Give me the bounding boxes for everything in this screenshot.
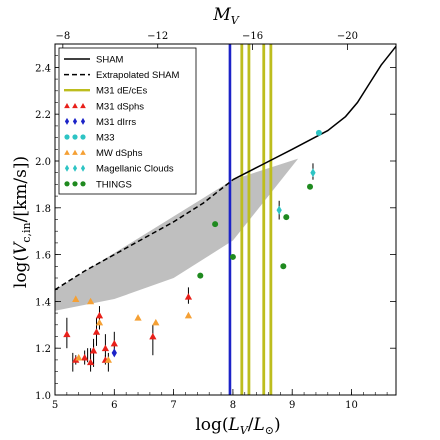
mw-dsphs-point: [184, 311, 193, 319]
m31-dsphs-point: [86, 358, 95, 366]
x-tick-label: 5: [52, 400, 58, 411]
legend-swatch-m31-dirrs: [72, 117, 78, 125]
m31-dsphs-point: [110, 339, 118, 347]
legend-swatch-magellanic-clouds: [72, 164, 78, 172]
m31-dsphs-point: [101, 344, 110, 352]
magellanic-clouds-point: [310, 168, 316, 178]
legend-label-m31-de-ces: M31 dE/cEs: [96, 86, 147, 97]
legend-swatch-magellanic-clouds: [64, 164, 70, 172]
legend-label-m31-dirrs: M31 dIrrs: [96, 117, 136, 128]
legend-label-extrapolated-sham: Extrapolated SHAM: [96, 70, 180, 81]
legend-swatch-m31-dsphs: [80, 102, 86, 109]
mw-dsphs-point: [104, 356, 113, 363]
y-axis-title: log(Vc,in/[km/s]): [11, 156, 33, 288]
y-tick-label: 2.0: [35, 157, 51, 168]
y-tick-label: 2.2: [35, 110, 51, 121]
legend-swatch-m31-dsphs: [72, 102, 78, 109]
m31-dirrs-point: [111, 348, 117, 358]
legend-swatch-things: [64, 181, 70, 187]
mw-dsphs-point: [95, 318, 104, 326]
x-tick-label: 6: [111, 400, 117, 411]
things-point: [197, 272, 204, 279]
x-tick-label: 10: [345, 400, 358, 411]
top-axis-title: MV: [212, 5, 239, 27]
top-tick-label: −16: [242, 31, 263, 42]
legend-label-m33: M33: [96, 133, 114, 144]
legend-swatch-m31-dsphs: [64, 102, 70, 109]
mw-dsphs-point: [75, 353, 83, 361]
x-axis-title: log(LV/L⊙): [195, 415, 280, 437]
y-tick-label: 1.2: [35, 344, 51, 355]
mw-dsphs-point: [72, 295, 80, 302]
top-tick-label: −12: [147, 31, 168, 42]
legend-swatch-magellanic-clouds: [80, 164, 86, 172]
legend-swatch-things: [72, 181, 78, 187]
things-point: [212, 221, 219, 228]
legend-swatch-m31-dirrs: [64, 117, 70, 125]
x-tick-label: 9: [289, 400, 295, 411]
m31-dsphs-point: [89, 346, 98, 354]
legend-label-m31-dsphs: M31 dSphs: [96, 101, 144, 112]
legend: SHAM Extrapolated SHAM M31 dE/cEs M31 dSphs…: [58, 47, 197, 195]
legend-items: SHAM Extrapolated SHAM M31 dE/cEs M31 dSphs…: [64, 55, 180, 190]
legend-swatch-m33: [72, 134, 78, 140]
magellanic-clouds-point: [276, 205, 282, 215]
legend-label-things: THINGS: [96, 179, 132, 190]
sham-curves-layer: [54, 45, 397, 291]
m31-dsphs-point: [63, 330, 71, 338]
m33-point: [315, 129, 322, 136]
x-tick-label: 7: [170, 400, 176, 411]
mw-dsphs-point: [86, 297, 95, 305]
markers-layer: [63, 129, 322, 366]
legend-label-sham: SHAM: [96, 55, 124, 66]
sham-line: [232, 45, 397, 181]
scatter-band-layer: [55, 158, 299, 311]
m31-dsphs-point: [95, 311, 104, 319]
mw-dsphs-point: [134, 314, 142, 321]
y-tick-label: 1.4: [35, 297, 51, 308]
m31-dsphs-point: [149, 332, 157, 340]
vertical-lines-layer: [228, 44, 273, 395]
y-tick-label: 1.0: [35, 391, 51, 402]
legend-swatch-m33: [64, 134, 70, 140]
legend-swatch-mw-dsphs: [72, 149, 78, 155]
things-point: [283, 214, 290, 221]
y-tick-label: 1.8: [35, 204, 51, 215]
y-tick-label: 1.6: [35, 251, 51, 262]
legend-label-mw-dsphs: MW dSphs: [96, 148, 143, 159]
sham-scatter-band: [55, 158, 299, 311]
legend-swatch-m33: [80, 134, 86, 140]
top-tick-label: −20: [337, 31, 358, 42]
things-point: [229, 253, 236, 260]
m31-dsphs-point: [81, 353, 89, 361]
mw-dsphs-point: [152, 318, 160, 326]
extrapolated-sham-line: [54, 179, 234, 291]
y-tick-label: 2.4: [35, 63, 51, 74]
top-tick-label: −8: [55, 31, 70, 42]
things-point: [307, 183, 314, 190]
things-point: [280, 263, 287, 270]
x-tick-label: 8: [230, 400, 236, 411]
legend-swatch-mw-dsphs: [64, 149, 70, 155]
m31-dsphs-point: [92, 328, 101, 335]
legend-swatch-m31-dirrs: [80, 117, 86, 125]
legend-swatch-things: [80, 181, 86, 187]
legend-swatch-mw-dsphs: [80, 149, 86, 155]
legend-label-magellanic-clouds: Magellanic Clouds: [96, 164, 174, 175]
m31-dsphs-point: [184, 293, 193, 300]
